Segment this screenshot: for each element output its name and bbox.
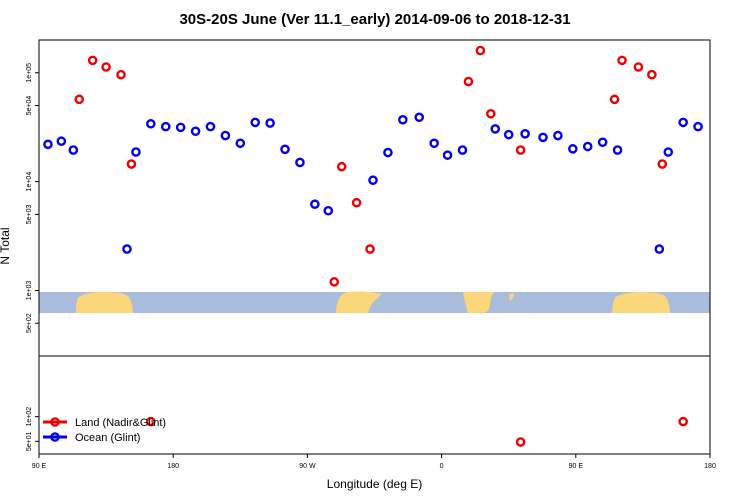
land-point — [647, 69, 657, 80]
ocean-point — [160, 121, 171, 132]
land-point — [609, 94, 620, 105]
y-tick-label: 1e+05 — [26, 63, 33, 83]
legend-label-ocean: Ocean (Glint) — [75, 432, 140, 444]
land-point — [126, 159, 137, 169]
y-tick-label: 1e+02 — [26, 407, 33, 427]
x-tick-label: 90 W — [299, 463, 316, 470]
upper-y-axis: 5e+02 1e+03 5e+03 1e+04 5e+04 1e+05 — [26, 63, 39, 333]
land-point — [475, 45, 486, 56]
chart-title: 30S-20S June (Ver 11.1_early) 2014-09-06… — [179, 11, 570, 28]
series-land — [74, 45, 688, 447]
ocean-point — [43, 139, 53, 150]
ocean-point — [235, 138, 246, 149]
ocean-point — [205, 121, 216, 132]
ocean-point — [190, 126, 201, 137]
x-tick-label: 180 — [704, 463, 716, 470]
series-ocean — [43, 112, 703, 254]
ocean-point — [538, 132, 548, 143]
upper-panel — [38, 39, 711, 357]
land-blob-australia — [76, 292, 133, 313]
ocean-point — [122, 244, 132, 254]
land-point — [515, 145, 526, 155]
ocean-point — [250, 117, 261, 128]
land-point — [486, 108, 496, 119]
ocean-point — [612, 145, 623, 155]
lower-panel — [38, 355, 711, 455]
x-tick-label: 0 — [440, 463, 444, 470]
ocean-point — [654, 244, 665, 254]
ocean-point — [520, 128, 530, 139]
land-point — [678, 416, 688, 427]
legend: Land (Nadir&Glint) Ocean (Glint) — [43, 417, 166, 444]
ocean-point — [68, 145, 79, 155]
land-point — [617, 55, 627, 66]
y-tick-label: 5e+03 — [26, 204, 33, 224]
ocean-point — [146, 118, 156, 129]
ocean-point — [582, 141, 593, 152]
land-blob-australia-repeat — [612, 292, 670, 313]
land-point — [336, 161, 347, 172]
legend-entry-ocean: Ocean (Glint) — [43, 432, 140, 444]
land-point — [365, 244, 375, 254]
ocean-point — [503, 129, 514, 140]
land-point — [329, 277, 340, 287]
y-axis-label: N Total — [0, 227, 12, 264]
ocean-point — [490, 124, 501, 134]
ocean-point — [457, 145, 468, 155]
legend-marker-ocean — [50, 432, 60, 442]
ocean-point — [175, 122, 186, 133]
ocean-point — [295, 157, 305, 168]
ocean-point — [131, 147, 141, 157]
legend-marker-land — [50, 417, 60, 427]
y-tick-label: 1e+03 — [26, 281, 33, 301]
y-tick-label: 5e+02 — [26, 313, 33, 333]
ocean-point — [220, 130, 231, 141]
x-axis: 90 E 180 90 W 0 90 E 180 — [32, 454, 716, 470]
land-point — [87, 55, 98, 66]
land-point — [657, 159, 668, 169]
ocean-point — [310, 199, 320, 210]
land-point — [351, 197, 362, 208]
x-tick-label: 90 E — [569, 463, 584, 470]
land-point — [146, 416, 156, 427]
ocean-point — [693, 121, 703, 132]
ocean-point — [414, 112, 425, 123]
ocean-point — [442, 150, 453, 160]
land-point — [633, 62, 644, 72]
data-points — [43, 45, 703, 447]
ocean-point — [429, 138, 439, 149]
lower-y-axis: 5e+01 1e+02 — [26, 407, 39, 451]
ocean-point — [678, 117, 688, 128]
land-point — [101, 62, 111, 72]
ocean-point — [383, 147, 393, 158]
ocean-point — [597, 137, 608, 148]
y-tick-label: 5e+04 — [26, 96, 33, 116]
y-tick-label: 1e+04 — [26, 172, 33, 192]
ocean-band — [39, 292, 710, 313]
ocean-point — [265, 118, 275, 128]
land-blob-south-america — [336, 291, 382, 313]
ocean-point — [56, 136, 67, 147]
land-blob-africa — [463, 292, 494, 313]
ocean-point — [323, 205, 334, 216]
x-tick-label: 90 E — [32, 463, 47, 470]
legend-label-land: Land (Nadir&Glint) — [75, 417, 166, 429]
ocean-point — [398, 114, 408, 125]
ocean-point — [568, 144, 578, 154]
ocean-point — [368, 175, 378, 186]
x-axis-label: Longitude (deg E) — [327, 477, 422, 491]
ocean-point — [663, 147, 674, 157]
x-tick-label: 180 — [167, 463, 179, 470]
ocean-point — [553, 130, 563, 141]
land-point — [463, 76, 474, 87]
land-blob-madagascar — [509, 293, 514, 301]
land-ocean-map-strip — [39, 291, 710, 313]
land-point — [116, 69, 126, 80]
land-point — [74, 94, 85, 105]
legend-entry-land: Land (Nadir&Glint) — [43, 417, 166, 429]
ocean-point — [280, 144, 290, 155]
y-tick-label: 5e+01 — [26, 431, 33, 451]
land-point — [515, 437, 526, 447]
